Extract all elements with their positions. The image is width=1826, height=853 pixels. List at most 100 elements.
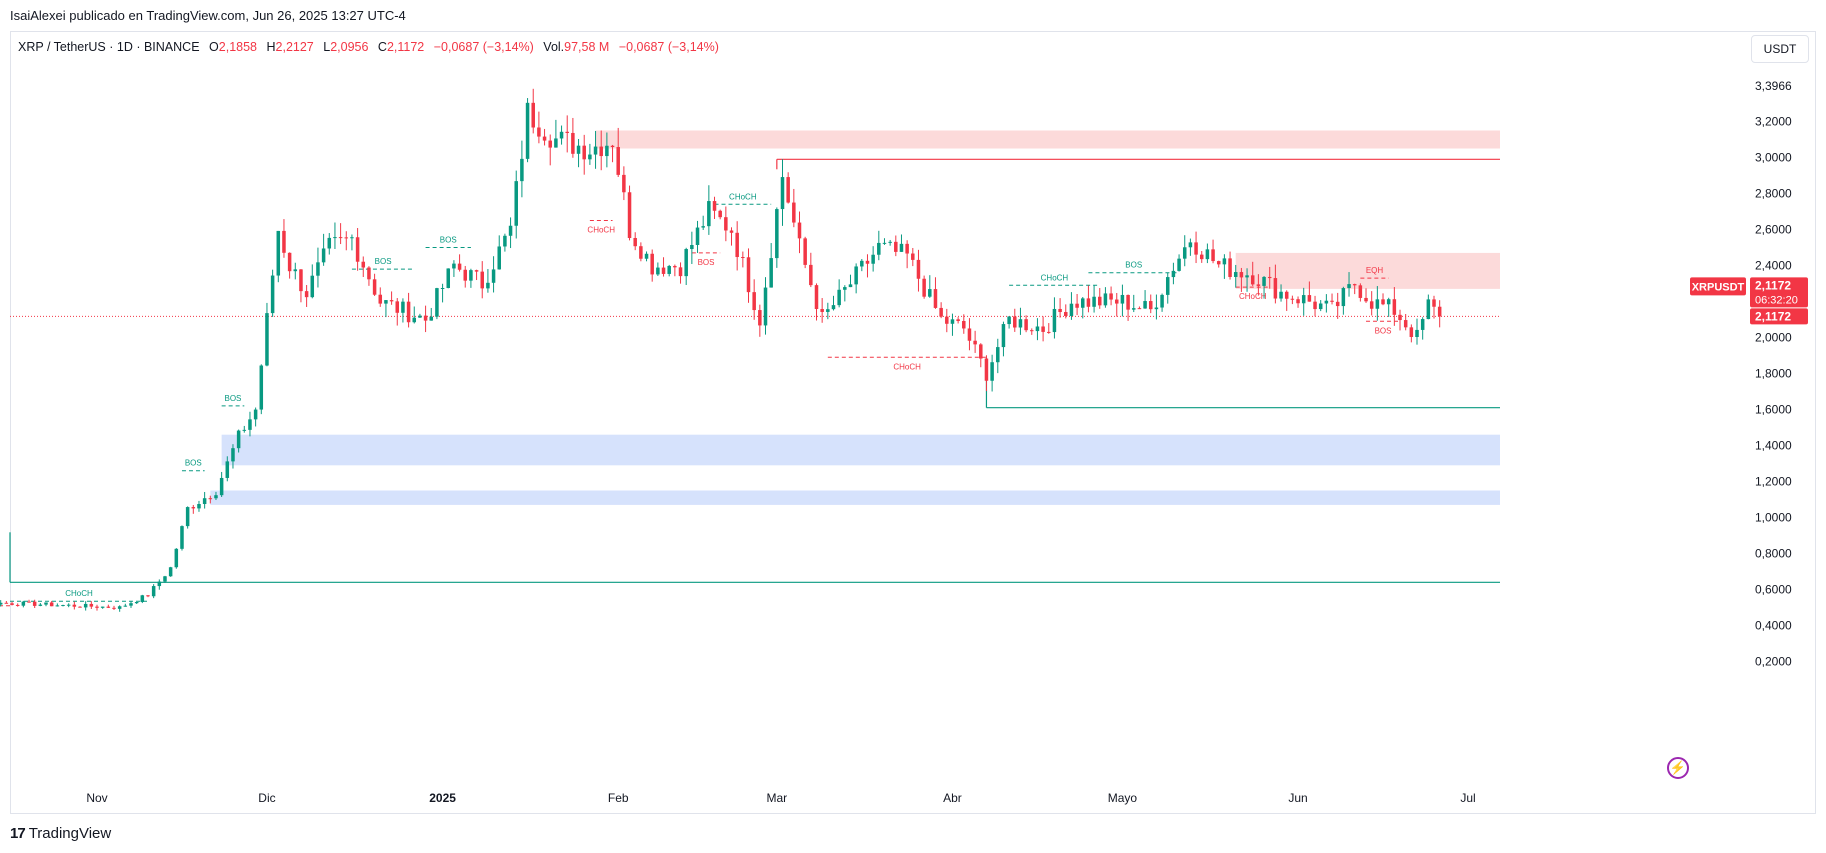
candle-body-192 [984, 358, 989, 381]
candle-body-136 [667, 265, 671, 274]
candle-body-47 [163, 576, 167, 582]
candle-body-205 [1058, 308, 1062, 313]
candle-body-215 [1114, 299, 1119, 304]
candle-body-67 [276, 230, 281, 276]
candle-body-204 [1052, 308, 1057, 333]
candle-body-157 [786, 177, 790, 203]
candle-body-147 [729, 230, 734, 233]
candle-body-268 [1415, 329, 1419, 337]
y-tick-11: 1,2000 [1755, 475, 1792, 489]
structure-label-13: EQH [1366, 266, 1384, 275]
y-tick-12: 1,0000 [1755, 511, 1792, 525]
candle-body-197 [1013, 316, 1017, 328]
candle-body-79 [344, 237, 349, 239]
candle-body-76 [327, 237, 332, 249]
candle-body-151 [752, 292, 756, 311]
supply-zone-1 [1235, 252, 1500, 289]
badge-symbol-bg [1690, 277, 1746, 296]
candle-body-179 [911, 253, 915, 260]
candle-body-131 [639, 246, 643, 259]
candle-body-224 [1165, 277, 1170, 295]
candle-body-188 [962, 321, 966, 329]
candle-body-26 [44, 602, 48, 605]
candle-body-203 [1047, 331, 1051, 333]
candle-body-206 [1064, 312, 1068, 316]
candle-body-37 [106, 606, 111, 608]
candle-body-123 [593, 146, 598, 155]
badge-price-bg [1750, 277, 1808, 308]
candle-body-190 [973, 340, 977, 345]
currency-button[interactable]: USDT [1751, 35, 1809, 63]
candle-body-24 [32, 601, 37, 606]
tradingview-logo-icon: 17 [10, 825, 26, 842]
candle-body-75 [321, 248, 326, 263]
candle-body-45 [151, 586, 156, 597]
candle-body-154 [769, 258, 773, 288]
candle-body-141 [695, 227, 700, 246]
candle-body-140 [690, 245, 694, 250]
candle-body-187 [956, 319, 960, 322]
candle-body-84 [372, 279, 377, 295]
x-tick-1: Dic [258, 791, 275, 805]
ohlc-legend: XRP / TetherUS · 1D · BINANCE O2,1858 H2… [18, 40, 719, 54]
candle-body-267 [1409, 327, 1414, 337]
candle-body-272 [1437, 306, 1442, 317]
candle-body-138 [678, 267, 683, 277]
candle-body-153 [763, 287, 768, 326]
candle-body-226 [1177, 258, 1181, 271]
candle-body-225 [1171, 270, 1176, 278]
candle-body-160 [803, 238, 807, 265]
badge-countdown: 06:32:20 [1755, 294, 1798, 306]
candle-body-88 [395, 301, 400, 313]
candle-body-25 [38, 604, 43, 606]
candle-body-49 [174, 548, 179, 568]
candle-body-158 [792, 202, 796, 223]
structure-label-6: CHoCH [587, 226, 615, 235]
candle-body-239 [1250, 275, 1255, 285]
candle-body-94 [429, 316, 434, 321]
candle-body-61 [242, 429, 247, 431]
candle-body-133 [650, 253, 654, 275]
candle-body-72 [304, 291, 309, 298]
candle-body-126 [610, 145, 615, 148]
symbol-title[interactable]: XRP / TetherUS · 1D · BINANCE [18, 40, 200, 54]
candle-body-53 [197, 504, 201, 509]
candle-body-175 [888, 241, 892, 243]
candle-body-46 [157, 581, 162, 587]
candle-body-167 [843, 287, 847, 290]
candle-body-207 [1069, 303, 1074, 316]
candle-body-102 [474, 270, 479, 272]
candle-body-189 [967, 328, 972, 341]
candle-body-172 [871, 254, 875, 264]
candle-body-269 [1420, 319, 1425, 330]
candle-body-244 [1279, 291, 1283, 299]
candle-body-32 [78, 606, 82, 608]
structure-label-4: BOS [375, 257, 392, 266]
candle-body-163 [820, 309, 824, 312]
candle-body-33 [83, 603, 88, 608]
candle-body-139 [684, 249, 688, 277]
candle-body-253 [1330, 300, 1334, 302]
candle-body-174 [882, 242, 887, 244]
candle-body-42 [134, 601, 139, 604]
candle-body-196 [1007, 316, 1011, 325]
candle-body-113 [537, 127, 541, 137]
candle-body-186 [950, 319, 955, 324]
candle-body-34 [89, 603, 94, 607]
structure-layer: CHoCH CHoCH BOS BOS BOS BOS CHoCH BOS CHoCH CHoCH… [0, 192, 1401, 607]
candle-body-40 [123, 605, 128, 607]
bolt-icon[interactable]: ⚡ [1667, 757, 1689, 779]
candle-body-234 [1222, 258, 1227, 265]
candle-body-81 [355, 237, 360, 262]
badge-price: 2,1172 [1755, 278, 1791, 292]
candle-body-259 [1364, 297, 1368, 302]
candle-body-20 [10, 603, 14, 605]
structure-label-3: BOS [225, 394, 242, 403]
x-tick-2: 2025 [429, 791, 456, 805]
candle-body-38 [112, 607, 116, 609]
candle-body-238 [1245, 275, 1249, 278]
candle-body-92 [418, 315, 422, 318]
x-tick-3: Feb [608, 791, 629, 805]
candle-body-208 [1075, 303, 1079, 308]
